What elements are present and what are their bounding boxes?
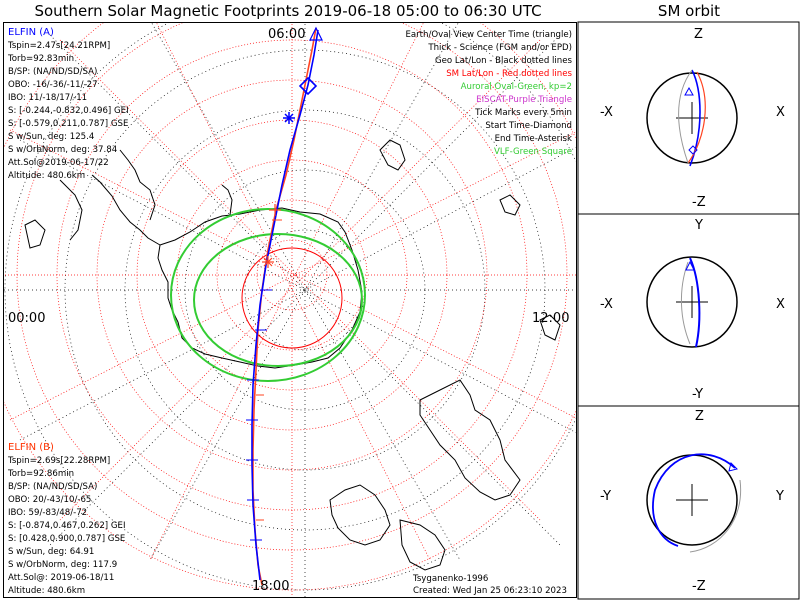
elfin-a-line: Torb=92.83min (7, 54, 74, 64)
plot-title: Southern Solar Magnetic Footprints 2019-… (34, 2, 542, 20)
clock-label-right: 12:00 (532, 311, 569, 326)
track-ticks (246, 289, 272, 541)
elfin-a-line: B/SP: (NA/ND/SD/SA) (8, 67, 97, 77)
end-asterisk-a (283, 112, 295, 124)
elfin-a-line: S: [-0.579,0.211,0.787] GSE (8, 119, 128, 129)
elfin-a-line: S: [-0.244,-0.832,0.496] GEI (8, 106, 129, 116)
elfin-b-line: S: [0.428,0.900,0.787] GSE (8, 534, 125, 544)
elfin-a-line: IBO: 11/-18/17/-11 (8, 93, 87, 103)
elfin-b-line: Altitude: 480.6km (8, 586, 85, 596)
sm-pole-circle (241, 247, 343, 349)
axis-label: -Z (692, 579, 706, 594)
legend-item: EISCAT-Purple Triangle (476, 95, 572, 105)
elfin-a-line: Altitude: 480.6km (8, 171, 85, 181)
axis-label: X (776, 105, 785, 120)
center-asterisk-b (262, 256, 274, 268)
axis-label: X (776, 297, 785, 312)
axis-label: Y (694, 218, 703, 233)
elfin-b-line: B/SP: (NA/ND/SD/SA) (8, 482, 97, 492)
legend-item: Start Time-Diamond (485, 121, 572, 131)
elfin-a-line: S w/Sun, deg: 125.4 (8, 132, 94, 142)
clock-label-left: 00:00 (8, 311, 45, 326)
legend-item: SM Lat/Lon - Red dotted lines (446, 69, 572, 79)
elfin-b-name: ELFIN (B) (8, 442, 54, 453)
elfin-b-line: Att.Sol@: 2019-06-18/11 (8, 573, 114, 583)
sm-grid (4, 23, 576, 597)
coastline (24, 139, 561, 571)
track-ticks-b (256, 219, 282, 521)
sm-orbit-yz: Z -Z -Y Y (600, 409, 784, 594)
elfin-b-line: OBO: 20/-43/10/-65 (8, 495, 91, 505)
axis-label: -X (600, 105, 613, 120)
elfin-b-line: Tspin=2.69s[22.28RPM] (7, 456, 110, 466)
sm-orbit-panel-frame (577, 21, 800, 600)
clock-label-bottom: 18:00 (252, 579, 289, 594)
legend-item: End Time-Asterisk (495, 134, 572, 144)
elfin-b-info: Tspin=2.69s[22.28RPM] Torb=92.86min B/SP… (7, 456, 126, 596)
elfin-a-line: OBO: -16/-36/-11/-27 (8, 80, 98, 90)
auroral-oval (170, 208, 366, 382)
elfin-b-line: Torb=92.86min (7, 469, 74, 479)
legend-item: Geo Lat/Lon - Black dotted lines (435, 56, 573, 66)
elfin-a-line: S w/OrbNorm, deg: 37.84 (8, 145, 117, 155)
sm-orbit-xz: Z -Z -X X (600, 27, 785, 210)
elfin-a-line: Att.Sol@2019-06-17/22 (8, 158, 109, 168)
clock-label-top: 06:00 (268, 27, 305, 42)
elfin-b-line: IBO: 59/-83/48/-72 (8, 508, 87, 518)
axis-label: -Z (692, 195, 706, 210)
footprint-map-frame (3, 22, 577, 598)
axis-label: Z (694, 27, 703, 42)
view-center-triangle (309, 26, 323, 41)
legend-item: Thick - Science (FGM and/or EPD) (427, 43, 572, 53)
elfin-b-line: S w/Sun, deg: 64.91 (8, 547, 94, 557)
elfin-b-line: S: [-0.874,0.467,0.262] GEI (8, 521, 126, 531)
legend-item: Auroral Oval-Green, kp=2 (461, 82, 572, 92)
legend-item: Tick Marks every 5min (474, 108, 572, 118)
axis-label: Y (775, 489, 784, 504)
elfin-a-info: Tspin=2.47s[24.21RPM] Torb=92.83min B/SP… (7, 41, 129, 181)
model-credit: Tsyganenko-1996 (412, 574, 488, 584)
sm-orbit-xy: Y -Y -X X (600, 218, 785, 402)
axis-label: -Y (692, 387, 703, 402)
axis-label: -X (600, 297, 613, 312)
legend-item: Earth/Oval View Center Time (triangle) (405, 30, 572, 40)
orbit-panel-title: SM orbit (657, 2, 721, 20)
elfin-a-track (251, 29, 319, 581)
axis-label: -Y (600, 489, 611, 504)
legend: Earth/Oval View Center Time (triangle) T… (405, 30, 572, 157)
elfin-a-line: Tspin=2.47s[24.21RPM] (7, 41, 110, 51)
elfin-b-line: S w/OrbNorm, deg: 117.9 (8, 560, 117, 570)
created-timestamp: Created: Wed Jan 25 06:23:10 2023 (413, 586, 567, 596)
start-diamond (298, 76, 318, 96)
axis-label: Z (695, 409, 704, 424)
legend-item: VLF-Green Square (494, 147, 572, 157)
start-asterisk-b (269, 204, 281, 216)
elfin-a-name: ELFIN (A) (8, 27, 54, 38)
